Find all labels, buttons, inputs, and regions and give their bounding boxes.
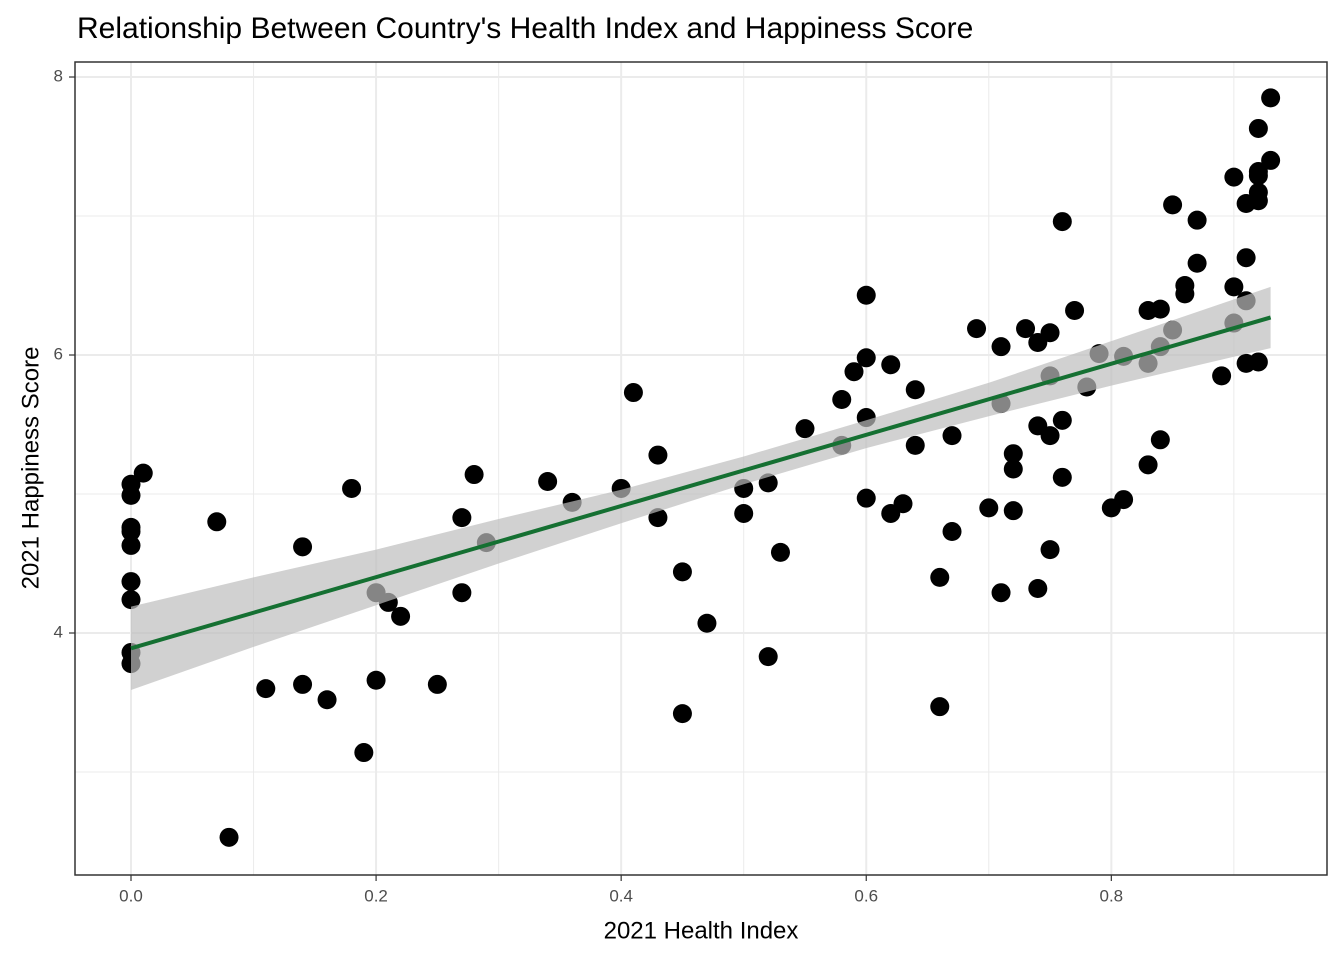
point: [856, 348, 876, 368]
point: [391, 606, 411, 626]
point: [1248, 118, 1268, 138]
point: [452, 583, 472, 603]
point: [342, 478, 362, 498]
x-tick-label: 0.0: [119, 886, 143, 905]
point: [881, 355, 901, 375]
x-tick-label: 0.2: [364, 886, 388, 905]
point: [697, 613, 717, 633]
x-tick-label: 0.6: [854, 886, 878, 905]
point: [979, 498, 999, 518]
point: [256, 679, 276, 699]
point: [930, 567, 950, 587]
point: [293, 674, 313, 694]
point: [770, 542, 790, 562]
point: [121, 522, 141, 542]
point: [1150, 430, 1170, 450]
y-tick-label: 6: [54, 344, 63, 363]
point: [623, 383, 643, 403]
point: [538, 471, 558, 491]
point: [1052, 467, 1072, 487]
point: [930, 697, 950, 717]
point: [1163, 195, 1183, 215]
point: [734, 503, 754, 523]
point: [832, 389, 852, 409]
point: [1224, 167, 1244, 187]
point: [942, 426, 962, 446]
point: [1187, 253, 1207, 273]
point: [991, 583, 1011, 603]
point: [758, 647, 778, 667]
point: [1003, 501, 1023, 521]
trend-line: [130, 315, 1272, 651]
point: [905, 380, 925, 400]
x-axis-title: 2021 Health Index: [604, 917, 799, 944]
point: [427, 674, 447, 694]
point: [1065, 301, 1085, 321]
point: [856, 285, 876, 305]
y-tick-label: 4: [54, 622, 63, 641]
point: [121, 590, 141, 610]
point: [1236, 248, 1256, 268]
point: [1224, 277, 1244, 297]
point: [133, 463, 153, 483]
point: [1261, 88, 1281, 108]
point: [452, 508, 472, 528]
point: [991, 337, 1011, 357]
y-axis-title: 2021 Happiness Score: [17, 347, 44, 590]
point: [1187, 210, 1207, 230]
x-tick-label: 0.8: [1100, 886, 1124, 905]
point: [1248, 166, 1268, 186]
point: [1028, 579, 1048, 599]
point: [1003, 459, 1023, 479]
point: [942, 522, 962, 542]
point: [1052, 212, 1072, 232]
point: [844, 362, 864, 382]
point: [354, 743, 374, 763]
point: [672, 704, 692, 724]
point: [1040, 323, 1060, 343]
point: [893, 494, 913, 514]
point: [207, 512, 227, 532]
point: [1114, 490, 1134, 510]
point: [1175, 284, 1195, 304]
point: [121, 572, 141, 592]
point: [317, 690, 337, 710]
point: [1248, 352, 1268, 372]
point: [672, 562, 692, 582]
point: [464, 465, 484, 485]
point: [1040, 540, 1060, 560]
x-tick-label: 0.4: [609, 886, 633, 905]
point: [1052, 410, 1072, 430]
y-tick-label: 8: [54, 66, 63, 85]
point: [366, 670, 386, 690]
confidence-band: [131, 286, 1271, 690]
point: [121, 485, 141, 505]
chart-title: Relationship Between Country's Health In…: [77, 12, 973, 45]
point: [856, 488, 876, 508]
point: [1003, 444, 1023, 464]
point: [648, 445, 668, 465]
point: [1040, 426, 1060, 446]
point: [1261, 150, 1281, 170]
point: [1138, 455, 1158, 475]
point: [1016, 319, 1036, 339]
point: [293, 537, 313, 557]
plot-border: [74, 61, 1328, 876]
point: [1212, 366, 1232, 386]
point: [795, 419, 815, 439]
point: [121, 535, 141, 555]
point: [967, 319, 987, 339]
point: [905, 435, 925, 455]
point: [1248, 191, 1268, 211]
point: [1150, 299, 1170, 319]
point: [219, 827, 239, 847]
